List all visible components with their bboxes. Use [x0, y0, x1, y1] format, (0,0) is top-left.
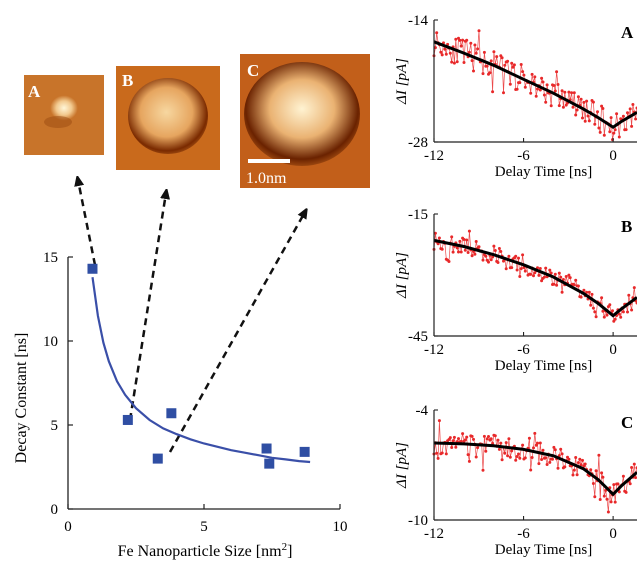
trace-y-axis-label: ΔI [pA]: [394, 442, 410, 489]
scatter-x-axis-label: Fe Nanoparticle Size [nm2]: [118, 541, 293, 560]
scatter-point: [264, 458, 275, 469]
trace-y-tick-label: -14: [408, 13, 428, 29]
trace-y-axis-label: ΔI [pA]: [394, 58, 410, 105]
scatter-x-tick-label: 0: [64, 519, 72, 535]
trace-panel-a: -12 -6 0 -14 -28 Delay Time [ns] ΔI [pA] A: [394, 13, 637, 180]
scatter-x-tick-label: 10: [333, 519, 348, 535]
trace-y-tick-label: -10: [408, 513, 428, 529]
scatter-y-tick-label: 5: [51, 418, 59, 434]
scatter-fit-line: [91, 277, 311, 464]
scatter-point: [261, 443, 272, 454]
scatter-points: [87, 263, 310, 469]
trace-fit-line: [433, 238, 637, 318]
trace-y-tick-label: -4: [416, 403, 429, 419]
trace-y-tick-label: -45: [408, 329, 428, 345]
scatter-y-tick-label: 0: [51, 502, 59, 518]
trace-x-axis-label: Delay Time [ns]: [495, 542, 593, 558]
scatter-point: [87, 263, 98, 274]
trace-x-tick-label: 0: [609, 342, 617, 358]
pointer-arrows: [78, 180, 305, 453]
scatter-y-axis-label: Decay Constant [ns]: [13, 333, 30, 464]
stm-image-c: C 1.0nm: [240, 54, 370, 188]
arrow-to-image-b: [128, 193, 166, 421]
trace-x-tick-label: 0: [609, 526, 617, 542]
scatter-fit-curve: [91, 277, 311, 464]
decay-vs-size-chart: 0 5 10 0 5 10 15 Fe Nanoparticle Size [nm2] De…: [13, 250, 348, 560]
trace-x-tick-label: -12: [424, 148, 444, 164]
scatter-point: [299, 446, 310, 457]
stm-image-a-label: A: [28, 82, 41, 101]
trace-data-points: [432, 419, 637, 514]
scatter-point: [166, 408, 177, 419]
stm-image-b: B: [116, 66, 220, 170]
scatter-axes: 0 5 10 0 5 10 15: [43, 250, 348, 535]
trace-fit-line: [433, 40, 637, 130]
trace-panel-label: A: [621, 23, 634, 42]
trace-x-axis-label: Delay Time [ns]: [495, 164, 593, 180]
scatter-x-tick-label: 5: [200, 519, 208, 535]
scatter-point: [122, 414, 133, 425]
trace-fit-line: [433, 441, 637, 497]
scatter-y-tick-label: 15: [43, 250, 58, 266]
trace-data-line: [433, 420, 637, 513]
arrow-to-image-a: [78, 180, 97, 266]
trace-panel-b: -12 -6 0 -15 -45 Delay Time [ns] ΔI [pA] B: [394, 207, 637, 374]
trace-x-tick-label: -6: [517, 148, 530, 164]
scatter-y-tick-label: 10: [43, 334, 58, 350]
trace-data-line: [433, 231, 637, 323]
trace-x-tick-label: -12: [424, 342, 444, 358]
trace-x-tick-label: -12: [424, 526, 444, 542]
scatter-point: [152, 453, 163, 464]
scale-bar: [248, 159, 290, 163]
trace-panel-label: B: [621, 217, 632, 236]
trace-x-tick-label: 0: [609, 148, 617, 164]
stm-image-c-label: C: [247, 61, 259, 80]
scale-bar-label: 1.0nm: [246, 170, 287, 187]
trace-x-axis-label: Delay Time [ns]: [495, 358, 593, 374]
trace-y-tick-label: -15: [408, 207, 428, 223]
trace-x-tick-label: -6: [517, 526, 530, 542]
arrow-to-image-c: [168, 212, 305, 453]
trace-x-tick-label: -6: [517, 342, 530, 358]
stm-image-a: A: [24, 75, 104, 155]
trace-panel-c: -12 -6 0 -4 -10 Delay Time [ns] ΔI [pA] C: [394, 403, 637, 558]
trace-y-tick-label: -28: [408, 135, 428, 151]
trace-panel-label: C: [621, 413, 633, 432]
trace-y-axis-label: ΔI [pA]: [394, 252, 410, 299]
stm-image-b-label: B: [122, 71, 133, 90]
